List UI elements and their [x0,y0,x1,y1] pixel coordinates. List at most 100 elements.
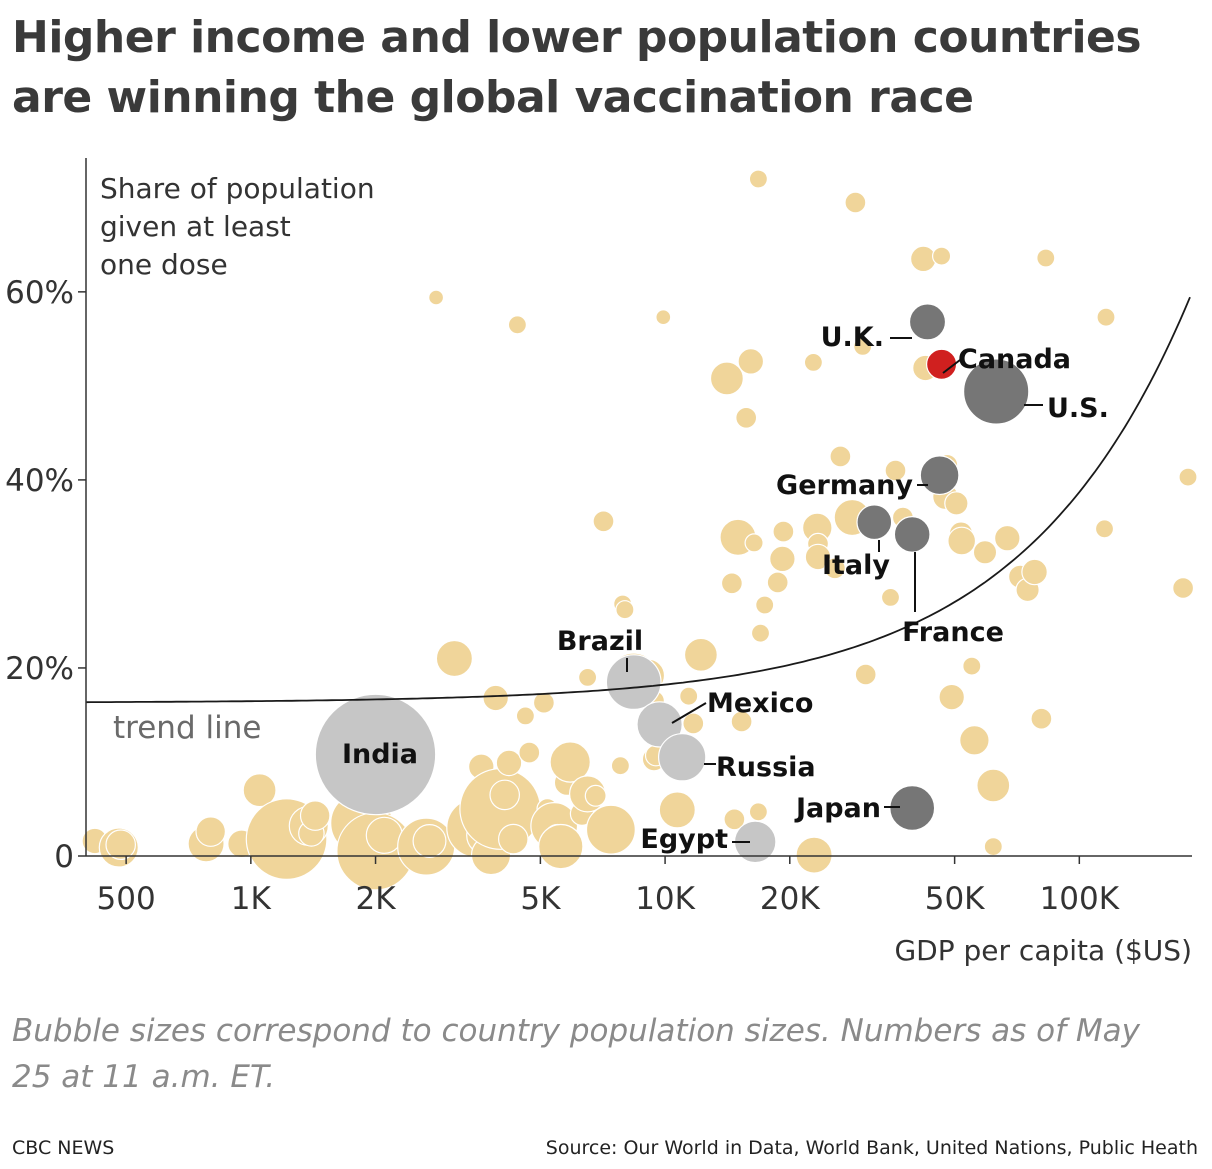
trend-line [85,296,1191,704]
data-point [655,309,672,326]
data-point [435,639,473,678]
data-point [772,520,795,543]
data-point [983,836,1003,857]
x-axis-label: GDP per capita ($US) [894,934,1192,967]
data-point [744,533,764,553]
label-india: India [342,739,418,770]
bubble-chart: trend line 0 20% 40% 60% 500 1K 2K 5K 10K 20K 50K 1… [5,158,1198,967]
data-point [766,571,789,594]
label-italy: Italy [822,550,890,581]
data-point [683,637,718,672]
data-point [1036,248,1056,268]
data-point [592,510,615,533]
x-tick-label: 10K [635,881,695,917]
x-tick-label: 50K [925,881,985,917]
label-france: France [902,617,1004,648]
bubble-brazil [605,654,662,710]
label-germany: Germany [776,470,913,501]
data-point [1178,467,1198,487]
data-point [615,600,635,620]
data-point [909,245,937,273]
data-point [482,684,509,712]
bubble-us [963,358,1030,425]
bubble-germany [919,455,960,496]
label-us: U.S. [1047,393,1109,424]
data-point [299,800,331,831]
data-point [495,749,523,777]
x-tick-label: 2K [356,881,397,917]
y-axis-label: Share of population given at least one dos… [100,172,375,281]
data-point [854,663,877,686]
data-point [755,595,775,615]
data-point [829,445,852,468]
trend-line-layer: trend line [85,296,1191,746]
data-point [610,756,631,776]
data-point [497,823,529,855]
data-point [428,289,445,306]
x-tick-label: 1K [231,881,272,917]
data-point [679,686,699,706]
brand-logo-text: CBC NEWS [12,1137,115,1159]
y-tick-label: 60% [5,275,74,311]
data-point [682,712,705,735]
bubble-mexico [636,701,683,748]
data-point [944,491,969,516]
data-point [489,779,520,811]
data-point [769,545,796,573]
data-point [720,572,743,595]
x-tick-label: 5K [520,881,561,917]
y-tick-label: 20% [5,651,74,687]
data-point [515,706,536,726]
data-point [195,816,226,847]
data-point [803,352,824,372]
data-point [723,808,746,831]
connector-mexico [671,702,707,724]
data-point [804,543,832,571]
data-point [1094,519,1115,539]
data-point [959,724,990,756]
data-point [737,348,765,375]
axes-layer: 0 20% 40% 60% 500 1K 2K 5K 10K 20K 50K 100K Share of… [5,158,1192,967]
data-point [844,191,867,214]
data-point [105,829,136,860]
data-point [748,802,769,822]
data-point [962,656,982,676]
data-point [823,557,846,580]
data-point [884,459,907,482]
label-egypt: Egypt [640,824,728,855]
bubble-italy [856,504,893,541]
trend-line-label: trend line [113,710,261,746]
data-point [1096,307,1116,327]
bubble-uk [908,303,947,341]
data-point [1172,576,1195,599]
data-point [976,768,1011,803]
data-point [658,791,696,829]
label-brazil: Brazil [557,626,643,657]
source-note: Source: Our World in Data, World Bank, U… [545,1137,1198,1159]
bubble-russia [658,733,707,782]
data-point [730,710,753,733]
label-japan: Japan [794,793,881,824]
x-tick-label: 20K [760,881,820,917]
data-point [412,823,447,858]
data-point [1030,707,1053,730]
y-tick-label: 0 [54,839,74,875]
data-point [750,623,771,643]
data-point [585,804,636,855]
connector-canada [942,359,961,374]
bubbles-layer [81,169,1198,891]
country-labels-layer: India Brazil Mexico Russia Egypt U.K. Canada U.… [342,322,1109,855]
bubble-india [314,693,437,816]
data-point [938,683,965,711]
data-point [577,667,598,688]
data-point [584,784,607,807]
data-point [748,169,769,189]
data-point [518,741,541,764]
data-point [549,741,591,783]
label-canada: Canada [958,344,1071,375]
data-point [993,524,1021,552]
data-point [931,246,952,266]
data-point [507,315,528,335]
data-point [880,587,901,608]
data-point [735,406,758,429]
